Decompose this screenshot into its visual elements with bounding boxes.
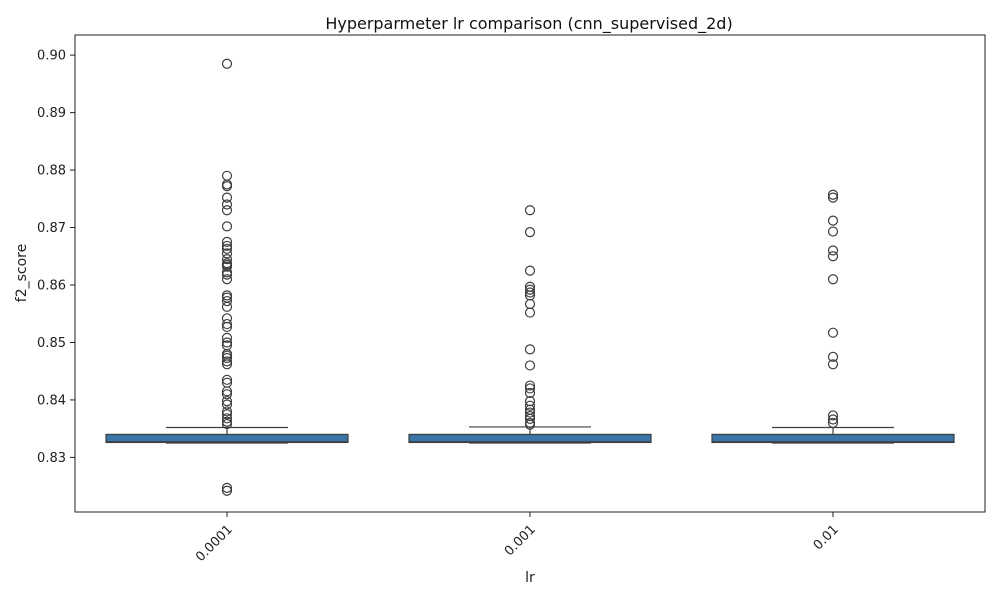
outlier-point (827, 192, 839, 203)
outlier-point (221, 254, 233, 265)
outlier-point (221, 418, 233, 430)
outlier-point (221, 359, 233, 370)
box-group (105, 58, 349, 496)
outlier-point (221, 482, 233, 493)
outlier-point (221, 236, 233, 247)
outlier-point (524, 360, 536, 371)
y-tick-label: 0.89 (37, 106, 66, 121)
outlier-point (827, 189, 839, 200)
outlier-point (221, 261, 233, 272)
box-iqr (408, 433, 652, 444)
outlier-point (221, 243, 233, 254)
y-tick-label: 0.90 (37, 49, 66, 64)
outlier-point (221, 192, 233, 203)
outlier-point (524, 380, 536, 391)
chart-title: Hyperparmeter lr comparison (cnn_supervi… (325, 14, 732, 34)
outlier-point (221, 221, 233, 232)
y-tick-label: 0.85 (37, 336, 66, 351)
outlier-point (827, 215, 839, 226)
outlier-point (524, 383, 536, 394)
y-axis-label: f2_score (14, 244, 30, 302)
outlier-point (221, 337, 233, 348)
box-group (408, 205, 652, 444)
outlier-point (524, 227, 536, 238)
outlier-point (221, 413, 233, 424)
outlier-point (524, 265, 536, 276)
outlier-point (221, 199, 233, 210)
outlier-point (221, 274, 233, 285)
outlier-point (221, 374, 233, 385)
outlier-point (827, 245, 839, 256)
outlier-point (221, 406, 233, 417)
x-axis-label: lr (525, 570, 535, 586)
y-axis: 0.83 0.84 0.85 0.86 0.87 0.88 0.89 0.90 (37, 49, 75, 466)
box-group (711, 189, 955, 444)
outlier-point (827, 417, 839, 429)
outlier-point (524, 387, 536, 399)
outlier-point (221, 389, 233, 400)
outlier-point (221, 356, 233, 367)
outlier-point (524, 400, 536, 411)
outlier-point (827, 274, 839, 285)
y-tick-label: 0.88 (37, 164, 66, 179)
outlier-point (221, 352, 233, 364)
box-iqr (711, 433, 955, 444)
outlier-point (827, 414, 839, 425)
outlier-point (524, 419, 536, 430)
outlier-point (221, 318, 233, 330)
y-tick-label: 0.86 (37, 278, 66, 293)
outlier-point (827, 410, 839, 421)
y-tick-label: 0.84 (37, 393, 66, 408)
outlier-point (827, 351, 839, 362)
outlier-point (221, 269, 233, 280)
outlier-point (221, 240, 233, 252)
outlier-point (524, 287, 536, 298)
outlier-point (524, 284, 536, 295)
outlier-point (221, 181, 233, 192)
outlier-point (524, 344, 536, 355)
outlier-point (827, 327, 839, 338)
outlier-point (221, 409, 233, 420)
outlier-point (524, 413, 536, 424)
outlier-point (221, 248, 233, 259)
box-iqr (105, 433, 349, 444)
outlier-point (221, 332, 233, 343)
outlier-point (221, 395, 233, 407)
outlier-point (524, 205, 536, 216)
outlier-point (221, 485, 233, 496)
outlier-point (827, 226, 839, 237)
box-plots (105, 58, 955, 496)
outlier-point (221, 301, 233, 312)
outlier-point (221, 321, 233, 333)
outlier-point (221, 58, 233, 69)
y-tick-label: 0.83 (37, 451, 66, 466)
outlier-point (827, 251, 839, 262)
y-tick-label: 0.87 (37, 221, 66, 236)
outlier-point (524, 407, 536, 418)
outlier-point (221, 205, 233, 216)
outlier-point (221, 386, 233, 397)
outlier-point (221, 295, 233, 307)
outlier-point (524, 307, 536, 318)
outlier-point (221, 399, 233, 410)
outlier-point (827, 359, 839, 370)
